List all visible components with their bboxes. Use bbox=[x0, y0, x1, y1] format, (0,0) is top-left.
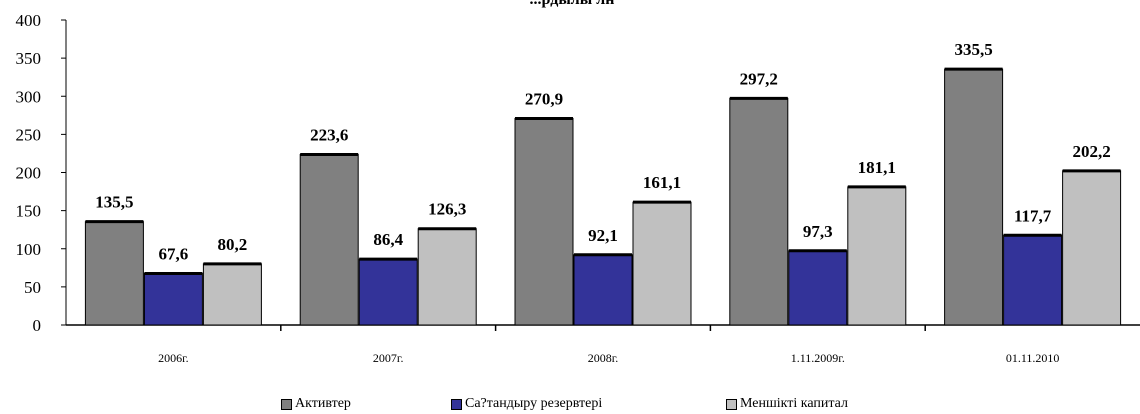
bars bbox=[84, 67, 1122, 326]
legend-label: Са?тандыру резервтері bbox=[465, 396, 603, 411]
y-tick-label: 150 bbox=[16, 202, 42, 221]
legend-label: Активтер bbox=[295, 396, 351, 411]
data-label: 67,6 bbox=[159, 244, 189, 263]
bar bbox=[632, 201, 692, 326]
data-label: 97,3 bbox=[803, 222, 833, 241]
y-tick-label: 300 bbox=[16, 87, 42, 106]
legend-swatch bbox=[726, 398, 737, 410]
bar bbox=[143, 272, 203, 326]
data-label: 80,2 bbox=[218, 235, 248, 254]
legend-item-insurance-reserves: Са?тандыру резервтері bbox=[451, 396, 602, 412]
x-category-label: 2008г. bbox=[588, 351, 619, 365]
legend-label: Меншікті капитал bbox=[740, 396, 848, 411]
data-label: 223,6 bbox=[310, 126, 348, 145]
data-label: 92,1 bbox=[588, 226, 618, 245]
x-category-label: 2007г. bbox=[373, 351, 404, 365]
data-label: 202,2 bbox=[1072, 142, 1110, 161]
legend-swatch bbox=[451, 398, 462, 410]
y-tick-label: 0 bbox=[33, 316, 42, 335]
x-category-label: 01.11.2010 bbox=[1006, 351, 1060, 365]
bar bbox=[1062, 170, 1122, 326]
data-label: 270,9 bbox=[525, 89, 563, 108]
y-tick-label: 100 bbox=[16, 240, 42, 259]
data-label: 161,1 bbox=[643, 173, 681, 192]
data-label: 86,4 bbox=[373, 230, 403, 249]
bar bbox=[847, 186, 907, 326]
legend-item-assets: Активтер bbox=[281, 396, 351, 412]
data-label: 335,5 bbox=[954, 40, 992, 59]
legend: Активтер Са?тандыру резервтері Меншікті … bbox=[0, 396, 1140, 414]
bar bbox=[417, 228, 477, 326]
bar bbox=[514, 117, 574, 326]
bar bbox=[84, 221, 144, 326]
chart-title: ...рдылы лн bbox=[530, 0, 615, 8]
bar bbox=[944, 68, 1004, 326]
data-label: 117,7 bbox=[1014, 206, 1052, 225]
legend-swatch bbox=[281, 398, 292, 410]
legend-item-equity: Меншікті капитал bbox=[726, 396, 848, 412]
data-label: 181,1 bbox=[858, 158, 896, 177]
bar bbox=[788, 250, 848, 326]
y-tick-label: 50 bbox=[24, 278, 41, 297]
x-category-label: 1.11.2009г. bbox=[791, 351, 845, 365]
bar bbox=[299, 154, 359, 326]
data-labels: 135,5 67,6 80,2 223,6 86,4 126,3 270,9 92,1 161,… bbox=[95, 40, 1110, 263]
data-label: 135,5 bbox=[95, 193, 133, 212]
y-tick-label: 250 bbox=[16, 125, 42, 144]
data-label: 126,3 bbox=[428, 200, 466, 219]
bar bbox=[358, 258, 418, 326]
chart: ...рдылы лн 0 50 100 150 200 250 300 350 400 2006… bbox=[16, 0, 1140, 365]
y-tick-label: 350 bbox=[16, 49, 42, 68]
y-tick-label: 400 bbox=[16, 11, 42, 30]
bar bbox=[202, 263, 262, 326]
x-category-label: 2006г. bbox=[158, 351, 189, 365]
y-tick-label: 200 bbox=[16, 164, 42, 183]
bar bbox=[573, 254, 633, 326]
data-label: 297,2 bbox=[740, 69, 778, 88]
bar bbox=[1003, 234, 1063, 326]
bar bbox=[729, 97, 789, 326]
